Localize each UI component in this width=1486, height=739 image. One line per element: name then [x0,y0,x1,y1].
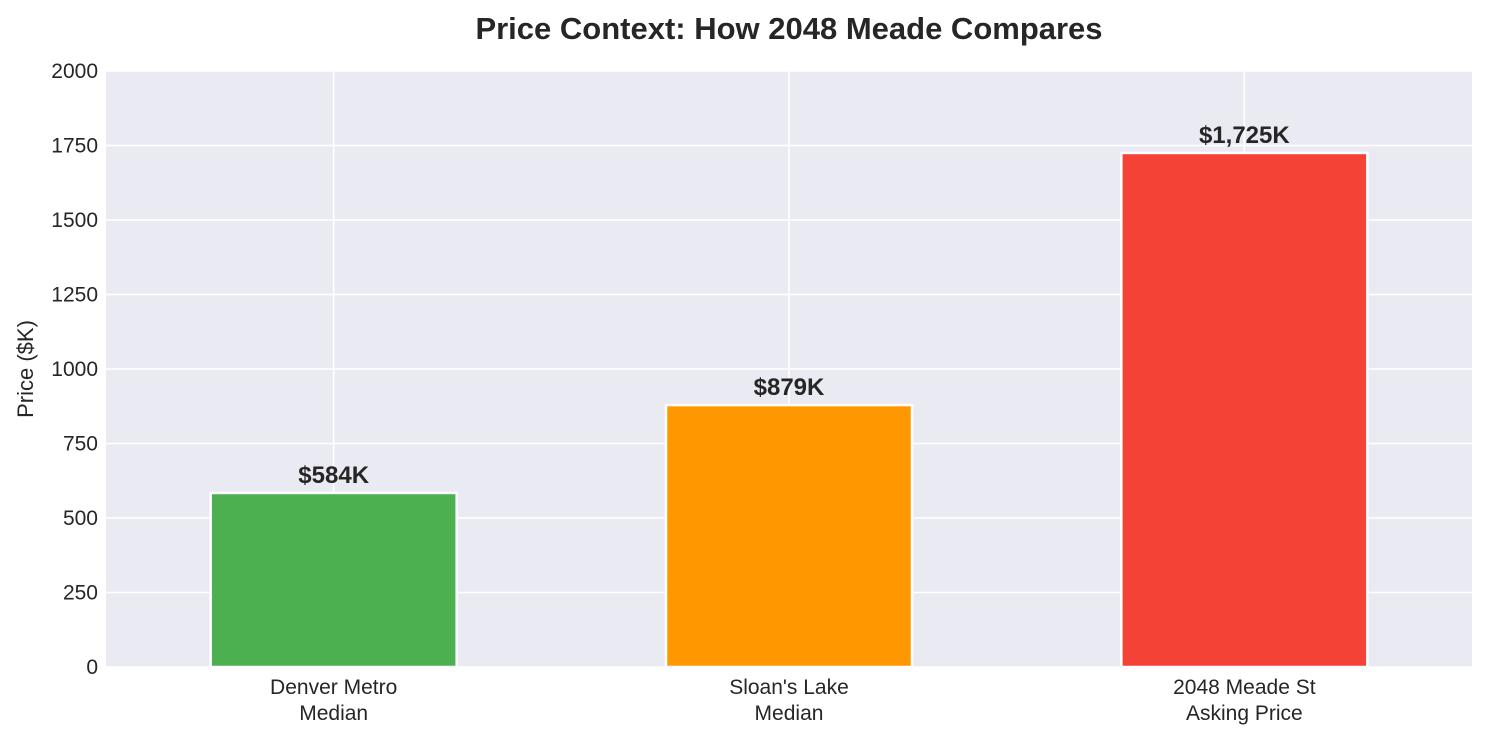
y-axis-label: Price ($K) [13,320,38,418]
x-tick-label-line: Median [755,702,824,725]
x-tick-label-line: Sloan's Lake [729,676,849,699]
x-tick-label-line: Asking Price [1186,702,1303,725]
x-tick-label-line: Denver Metro [270,676,397,699]
data-label-2: $1,725K [1199,122,1290,149]
bar-2 [1120,151,1369,669]
y-axis-ticks: 0 250 500 750 1000 1250 1500 1750 2000 [51,60,98,679]
y-tick-label: 750 [63,433,98,456]
y-tick-label: 0 [86,656,98,679]
y-tick-label: 1250 [51,284,98,307]
data-labels: $584K $879K $1,725K [298,122,1290,489]
data-label-0: $584K [298,462,369,489]
x-tick-label-0: Denver Metro Median [270,676,397,725]
x-tick-label-1: Sloan's Lake Median [729,676,849,725]
bar-0 [209,491,458,669]
y-tick-label: 1500 [51,209,98,232]
x-tick-label-line: Median [299,702,368,725]
y-tick-label: 1000 [51,358,98,381]
x-tick-label-line: 2048 Meade St [1173,676,1316,699]
x-axis-ticks: Denver Metro Median Sloan's Lake Median 2048… [270,676,1316,725]
y-tick-label: 1750 [51,135,98,158]
y-tick-label: 500 [63,507,98,530]
bar-1 [664,403,914,669]
chart-title: Price Context: How 2048 Meade Compares [475,11,1102,46]
x-tick-label-2: 2048 Meade St Asking Price [1173,676,1316,725]
data-label-1: $879K [754,374,825,401]
bars [209,151,1369,669]
y-tick-label: 250 [63,582,98,605]
y-tick-label: 2000 [51,60,98,83]
